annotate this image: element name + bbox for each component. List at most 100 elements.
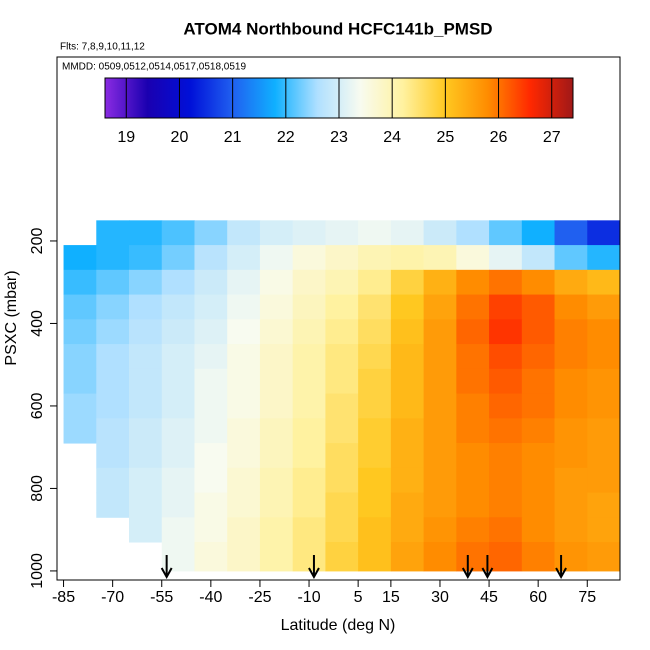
heat-cell [489, 269, 523, 296]
heat-cell [194, 245, 228, 271]
heat-cell [129, 517, 163, 543]
heat-cell [390, 492, 425, 518]
heat-cell [554, 467, 588, 494]
heat-cell [292, 319, 326, 345]
heat-cell [587, 418, 621, 444]
colorbar-tick-label: 21 [224, 129, 242, 146]
plot-frame [56, 56, 621, 581]
arrow [308, 555, 320, 580]
heat-cell [325, 393, 359, 419]
heat-cell [96, 443, 130, 469]
x-tick-label: -25 [248, 589, 271, 606]
heat-cell [63, 418, 97, 444]
heat-cell [292, 443, 326, 469]
heat-cell [521, 418, 556, 444]
heat-cell [521, 220, 556, 246]
heat-cell [96, 319, 130, 345]
heat-cell [325, 319, 359, 345]
x-tick-label: -85 [52, 589, 75, 606]
heat-cell [325, 344, 359, 370]
x-tick-label: 30 [431, 589, 449, 606]
heat-cell [194, 443, 228, 469]
heat-cell [96, 220, 130, 246]
heat-cell [259, 368, 294, 395]
heat-cell [587, 294, 621, 320]
heat-cell [587, 443, 621, 469]
heat-cell [358, 492, 392, 518]
heat-cell [129, 393, 163, 419]
x-tick-label: 15 [382, 589, 400, 606]
heat-cell [259, 269, 294, 296]
heat-cell [194, 517, 228, 543]
heat-cell [325, 418, 359, 444]
heat-cell [423, 517, 457, 543]
colorbar-tick-label: 23 [330, 129, 348, 146]
heat-cell [489, 517, 523, 543]
y-tick-label: 600 [29, 392, 46, 419]
heat-cell [423, 418, 457, 444]
heat-cell [194, 269, 228, 296]
heat-cell [63, 344, 97, 370]
heat-cell [423, 542, 457, 572]
dates-note: MMDD: 0509,0512,0514,0517,0518,0519 [62, 62, 246, 73]
heat-cell [358, 269, 392, 296]
heat-cell [554, 443, 588, 469]
heat-cell [456, 368, 490, 395]
heat-cell [390, 542, 425, 572]
heat-cell [227, 368, 261, 395]
heat-cell [161, 344, 195, 370]
heat-cell [489, 418, 523, 444]
heat-cell [161, 517, 195, 543]
heat-cell [423, 344, 457, 370]
heat-cell [129, 344, 163, 370]
heat-cell [96, 368, 130, 395]
heat-cell [489, 393, 523, 419]
heat-cell [423, 368, 457, 395]
arrow [481, 555, 494, 580]
heat-cell [259, 344, 294, 370]
heat-cell [194, 492, 228, 518]
heat-cell [129, 319, 163, 345]
heat-cell [587, 393, 621, 419]
heat-cell [161, 418, 195, 444]
colorbar-tick-label: 26 [490, 129, 508, 146]
heat-cell [521, 517, 556, 543]
heat-cell [96, 492, 130, 518]
heat-cell [292, 269, 326, 296]
heat-cell [390, 368, 425, 395]
heat-cell [521, 319, 556, 345]
heat-cell [358, 368, 392, 395]
heat-cell [358, 319, 392, 345]
heat-cell [194, 220, 228, 246]
heat-cell [587, 542, 621, 572]
heat-cell [227, 542, 261, 572]
heat-cell [292, 393, 326, 419]
heat-cell [194, 344, 228, 370]
heat-cell [554, 269, 588, 296]
heat-cell [587, 368, 621, 395]
x-tick-label: -55 [150, 589, 173, 606]
arrow-head [160, 567, 173, 580]
heat-cell [96, 245, 130, 271]
heat-cell [521, 393, 556, 419]
heat-cell [521, 542, 556, 572]
heat-cell [554, 542, 588, 572]
heat-cell [489, 220, 523, 246]
heat-cell [96, 269, 130, 296]
arrow [160, 555, 173, 580]
heat-cell [521, 269, 556, 296]
x-axis-label: Latitude (deg N) [281, 617, 396, 634]
x-tick-label: 60 [529, 589, 547, 606]
heat-cell [227, 269, 261, 296]
colorbar-tick-label: 25 [436, 129, 454, 146]
heat-cell [259, 492, 294, 518]
heat-cell [194, 319, 228, 345]
heat-cell [161, 467, 195, 494]
heat-cell [587, 269, 621, 296]
heat-cell [292, 368, 326, 395]
x-tick-label: 75 [578, 589, 596, 606]
heat-cell [129, 418, 163, 444]
heat-cell [259, 319, 294, 345]
heat-cell [325, 443, 359, 469]
heat-cell [259, 245, 294, 271]
